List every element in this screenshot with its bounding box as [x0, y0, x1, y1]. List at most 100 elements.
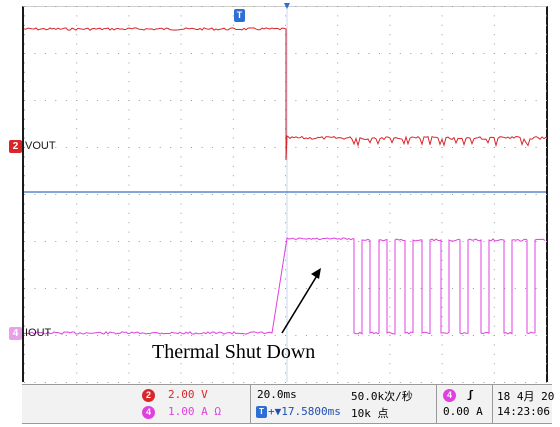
- grid-dot: [107, 382, 109, 383]
- grid-dot: [24, 109, 25, 111]
- grid-dot: [55, 6, 57, 7]
- grid-dot: [546, 269, 547, 271]
- grid-dot: [535, 194, 537, 195]
- timebase[interactable]: 20.0ms: [257, 388, 297, 401]
- grid-dot: [24, 288, 25, 289]
- trigger-level[interactable]: 0.00 A: [443, 405, 483, 418]
- iout-channel-marker[interactable]: 4: [9, 327, 22, 340]
- grid-dot: [170, 6, 172, 7]
- grid-dot: [118, 53, 119, 54]
- grid-dot: [504, 288, 506, 289]
- grid-dot: [399, 382, 401, 383]
- grid-dot: [441, 241, 443, 242]
- grid-dot: [483, 147, 485, 148]
- record-length: 10k 点: [351, 407, 389, 420]
- grid-dot: [86, 241, 88, 242]
- grid-dot: [295, 6, 297, 7]
- grid-dot: [295, 382, 297, 383]
- grid-dot: [138, 6, 140, 7]
- grid-dot: [493, 6, 495, 7]
- grid-dot: [180, 306, 182, 308]
- grid-dot: [493, 212, 495, 214]
- grid-dot: [337, 325, 339, 327]
- trigger-slope[interactable]: ʃ: [467, 388, 474, 401]
- grid-dot: [316, 53, 318, 54]
- grid-dot: [86, 100, 88, 101]
- grid-dot: [305, 241, 307, 242]
- grid-dot: [389, 34, 391, 36]
- grid-dot: [493, 90, 495, 92]
- grid-dot: [285, 335, 286, 336]
- grid-dot: [337, 100, 339, 101]
- grid-dot: [316, 147, 318, 148]
- grid-dot: [514, 53, 516, 54]
- grid-dot: [24, 269, 25, 271]
- grid-dot: [180, 344, 182, 346]
- grid-dot: [274, 288, 276, 289]
- grid-dot: [337, 118, 339, 120]
- ch2-scale[interactable]: 2.00 V: [168, 388, 208, 401]
- grid-dot: [232, 278, 234, 280]
- date: 18 4月 20: [497, 390, 555, 403]
- grid-dot: [44, 53, 46, 54]
- grid-dot: [546, 363, 547, 365]
- vout-channel-marker[interactable]: 2: [9, 140, 22, 153]
- grid-dot: [305, 288, 307, 289]
- grid-dot: [285, 222, 286, 224]
- grid-dot: [337, 372, 339, 374]
- grid-dot: [285, 250, 286, 252]
- grid-dot: [170, 147, 172, 148]
- grid-dot: [441, 259, 443, 261]
- grid-dot: [201, 382, 203, 383]
- grid-dot: [285, 203, 286, 205]
- grid-dot: [149, 335, 151, 336]
- grid-dot: [180, 288, 182, 289]
- grid-dot: [379, 100, 380, 101]
- grid-dot: [264, 147, 266, 148]
- grid-dot: [65, 6, 67, 7]
- ch4-scale[interactable]: 1.00 A Ω: [168, 405, 221, 418]
- grid-dot: [285, 165, 286, 167]
- grid-dot: [525, 6, 527, 7]
- grid-dot: [285, 24, 286, 26]
- grid-dot: [389, 231, 391, 233]
- grid-dot: [24, 175, 25, 177]
- grid-dot: [128, 353, 130, 355]
- grid-dot: [514, 6, 516, 7]
- grid-dot: [441, 316, 443, 318]
- grid-dot: [546, 344, 547, 346]
- grid-dot: [504, 100, 506, 101]
- grid-dot: [76, 363, 78, 365]
- grid-dot: [431, 241, 433, 242]
- grid-dot: [128, 165, 130, 167]
- trigger-delay[interactable]: +▼17.5800ms: [268, 405, 341, 418]
- grid-dot: [420, 241, 422, 242]
- grid-dot: [232, 194, 234, 195]
- grid-dot: [118, 335, 119, 336]
- grid-dot: [159, 288, 161, 289]
- grid-dot: [180, 259, 182, 261]
- grid-dot: [232, 335, 234, 336]
- grid-dot: [149, 100, 151, 101]
- grid-dot: [368, 147, 370, 148]
- grid-dot: [389, 194, 391, 195]
- grid-dot: [399, 53, 401, 54]
- grid-dot: [97, 382, 99, 383]
- grid-dot: [337, 344, 339, 346]
- grid-dot: [483, 6, 485, 7]
- grid-dot: [546, 43, 547, 45]
- grid-dot: [462, 382, 464, 383]
- grid-dot: [546, 100, 547, 101]
- grid-dot: [55, 147, 57, 148]
- grid-dot: [180, 231, 182, 233]
- grid-dot: [24, 156, 25, 158]
- grid-dot: [76, 297, 78, 299]
- grid-dot: [253, 288, 255, 289]
- grid-dot: [138, 241, 140, 242]
- grid-dot: [170, 100, 172, 101]
- grid-dot: [180, 250, 182, 252]
- grid-dot: [24, 297, 25, 299]
- grid-dot: [253, 194, 255, 195]
- grid-dot: [180, 43, 182, 45]
- grid-dot: [504, 241, 506, 242]
